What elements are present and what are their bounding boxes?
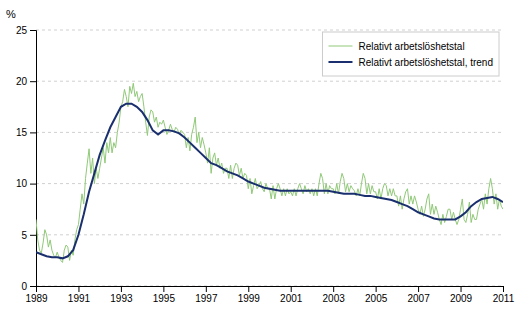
y-tick-mark [30, 132, 36, 133]
y-tick-label: 10 [16, 178, 28, 189]
x-tick-label: 2003 [323, 293, 346, 304]
y-tick-label: 25 [16, 25, 28, 36]
legend-label: Relativt arbetslöshetstal, trend [358, 57, 493, 68]
x-tick-label: 2007 [407, 293, 430, 304]
y-axis: 0 5 10 15 20 25 [16, 25, 37, 292]
x-tick: 2001 [280, 286, 303, 304]
x-tick-label: 1993 [110, 293, 133, 304]
x-tick-label: 1995 [153, 293, 176, 304]
x-axis-line [37, 287, 504, 293]
series-line [36, 104, 503, 259]
x-tick-mark [376, 286, 377, 292]
legend-label: Relativt arbetslöshetstal [358, 41, 464, 52]
legend-frame [322, 32, 499, 76]
x-tick-mark [461, 286, 462, 292]
y-tick-mark [30, 235, 36, 236]
y-tick-label: 15 [16, 127, 28, 138]
x-tick-mark [206, 286, 207, 292]
chart: 1989199119931995199719992001200320052007… [0, 0, 519, 312]
series-line [36, 83, 503, 262]
y-tick: 0 [21, 281, 36, 292]
x-tick-label: 2005 [365, 293, 388, 304]
x-tick: 2011 [493, 286, 515, 304]
x-tick: 1995 [153, 286, 176, 304]
x-tick: 1997 [195, 286, 218, 304]
x-tick-mark [291, 286, 292, 292]
grid-line [36, 81, 503, 82]
x-tick: 1991 [68, 286, 91, 304]
x-tick: 1989 [25, 286, 48, 304]
y-tick-mark [30, 286, 36, 287]
x-tick: 1999 [238, 286, 261, 304]
x-tick-mark [78, 286, 79, 292]
x-tick-label: 1989 [25, 293, 48, 304]
legend-swatch [328, 61, 352, 63]
x-tick-label: 2001 [280, 293, 303, 304]
x-tick-mark [503, 286, 504, 292]
grid-line [36, 234, 503, 235]
series-group [36, 83, 503, 262]
y-tick-label: 0 [21, 281, 27, 292]
x-tick: 2003 [323, 286, 346, 304]
grid-line [36, 183, 503, 184]
x-tick-label: 2009 [450, 293, 473, 304]
x-tick-label: 1999 [238, 293, 261, 304]
grid [36, 30, 503, 286]
y-tick: 25 [16, 25, 36, 36]
legend-swatch [328, 46, 352, 47]
y-tick-mark [30, 81, 36, 82]
x-tick-mark [248, 286, 249, 292]
x-tick-mark [163, 286, 164, 292]
x-tick: 2007 [407, 286, 430, 304]
y-tick-label: 20 [16, 76, 28, 87]
x-tick-label: 2011 [493, 293, 515, 304]
legend-item: Relativt arbetslöshetstal, trend [328, 57, 493, 68]
x-tick-label: 1991 [68, 293, 91, 304]
grid-line [36, 132, 503, 133]
grid-line [36, 30, 503, 31]
y-axis-line [30, 31, 37, 287]
legend-item: Relativt arbetslöshetstal [328, 41, 464, 52]
x-axis: 1989 1991 1993 1995 1997 1999 2001 2003 2005 2007… [25, 286, 514, 304]
y-tick-mark [30, 184, 36, 185]
y-tick: 20 [16, 76, 36, 87]
y-tick-label: 5 [21, 230, 27, 241]
x-tick-label: 1997 [195, 293, 218, 304]
x-tick: 1993 [110, 286, 133, 304]
x-tick: 2009 [450, 286, 473, 304]
y-axis-label: % [6, 8, 16, 20]
y-tick: 15 [16, 127, 36, 138]
y-tick: 10 [16, 178, 36, 189]
y-tick: 5 [21, 230, 36, 241]
plot-area: 1989199119931995199719992001200320052007… [16, 25, 515, 304]
y-tick-mark [30, 30, 36, 31]
x-tick-mark [418, 286, 419, 292]
x-tick-mark [333, 286, 334, 292]
x-tick-mark [121, 286, 122, 292]
x-tick: 2005 [365, 286, 388, 304]
legend: Relativt arbetslöshetstal Relativt arbets… [322, 32, 499, 76]
